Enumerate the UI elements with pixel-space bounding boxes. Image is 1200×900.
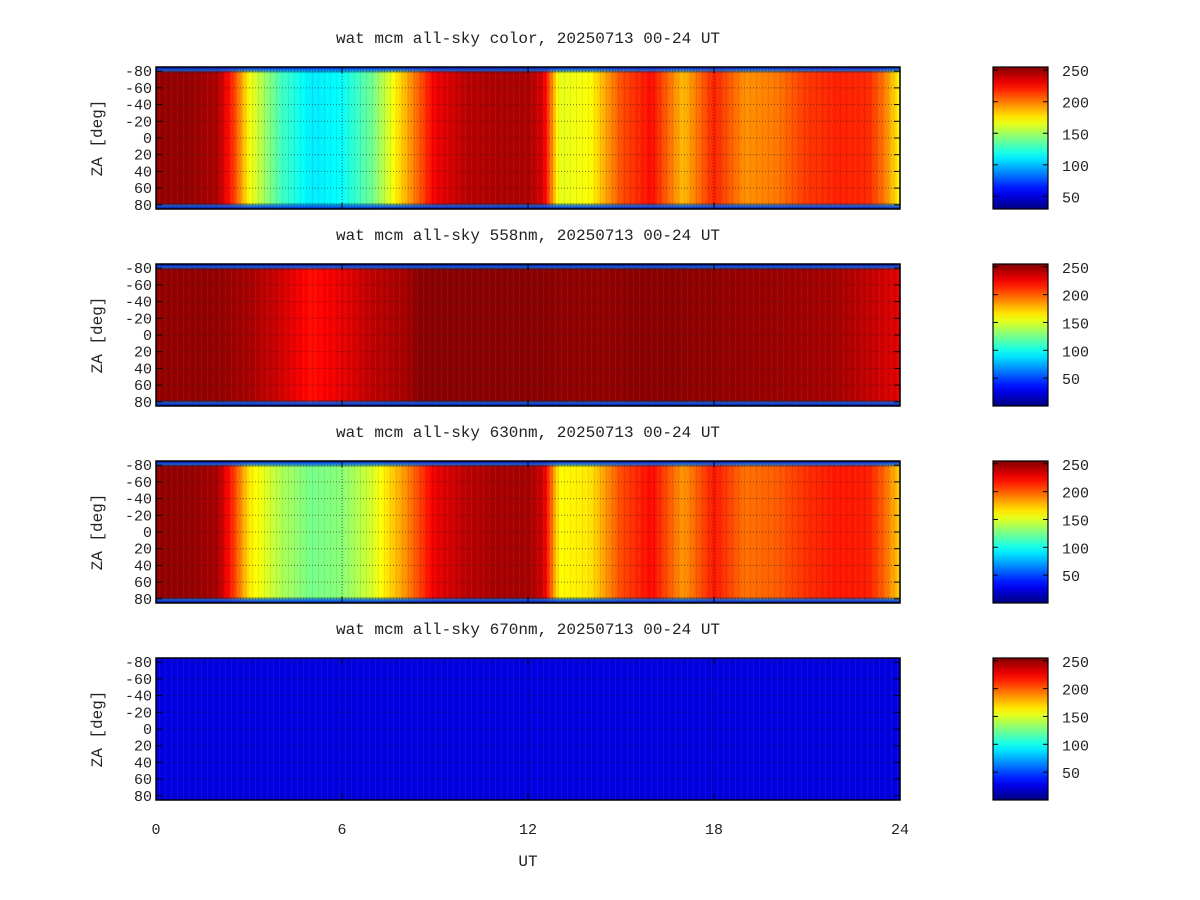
panel-title: wat mcm all-sky 558nm, 20250713 00-24 UT [336, 227, 720, 245]
y-tick-label: -60 [125, 278, 152, 295]
x-tick-label: 6 [337, 822, 346, 839]
colorbar-tick-label: 250 [1062, 458, 1089, 475]
y-tick-label: 20 [134, 542, 152, 559]
y-tick-label: 0 [143, 525, 152, 542]
panel-1: wat mcm all-sky color, 20250713 00-24 UT… [89, 30, 1089, 215]
y-tick-label: -20 [125, 705, 152, 722]
y-tick-label: -80 [125, 64, 152, 81]
panel-title: wat mcm all-sky color, 20250713 00-24 UT [336, 30, 720, 48]
x-axis-label: UT [518, 853, 537, 871]
y-tick-label: 60 [134, 772, 152, 789]
x-tick-label: 18 [705, 822, 723, 839]
panel-2: wat mcm all-sky 558nm, 20250713 00-24 UT… [89, 227, 1089, 412]
colorbar-tick-label: 200 [1062, 486, 1089, 503]
y-tick-label: 60 [134, 575, 152, 592]
y-tick-label: 40 [134, 755, 152, 772]
y-tick-label: -40 [125, 98, 152, 115]
y-tick-label: -40 [125, 295, 152, 312]
x-tick-label: 12 [519, 822, 537, 839]
y-tick-label: 80 [134, 789, 152, 806]
y-tick-label: 80 [134, 198, 152, 215]
colorbar-tick-label: 50 [1062, 569, 1080, 586]
panel-title: wat mcm all-sky 670nm, 20250713 00-24 UT [336, 621, 720, 639]
colorbar-tick-label: 50 [1062, 190, 1080, 207]
colorbar-scale [992, 657, 1049, 801]
y-tick-label: -20 [125, 508, 152, 525]
colorbar-tick-label: 250 [1062, 261, 1089, 278]
y-tick-label: 60 [134, 181, 152, 198]
panel-3: wat mcm all-sky 630nm, 20250713 00-24 UT… [89, 424, 1089, 609]
y-tick-label: -80 [125, 458, 152, 475]
y-tick-label: -80 [125, 261, 152, 278]
y-tick-label: 60 [134, 378, 152, 395]
colorbar-tick-label: 200 [1062, 683, 1089, 700]
colorbar-tick-label: 150 [1062, 710, 1089, 727]
colorbar-tick-label: 150 [1062, 513, 1089, 530]
colorbar-tick-label: 150 [1062, 127, 1089, 144]
y-tick-label: -20 [125, 311, 152, 328]
y-tick-label: 0 [143, 328, 152, 345]
colorbar-tick-label: 100 [1062, 344, 1089, 361]
x-tick-label: 0 [151, 822, 160, 839]
y-axis-label: ZA [deg] [89, 100, 107, 177]
colorbar: 50 100 150 200 250 [992, 458, 1089, 604]
panel-title: wat mcm all-sky 630nm, 20250713 00-24 UT [336, 424, 720, 442]
y-axis-label: ZA [deg] [89, 494, 107, 571]
colorbar-tick-label: 250 [1062, 655, 1089, 672]
colorbar-tick-label: 200 [1062, 96, 1089, 113]
y-tick-label: -40 [125, 492, 152, 509]
x-tick-label: 24 [891, 822, 909, 839]
y-tick-label: -80 [125, 655, 152, 672]
colorbar-scale [992, 460, 1049, 604]
colorbar-tick-label: 100 [1062, 159, 1089, 176]
y-tick-label: -60 [125, 475, 152, 492]
y-tick-label: 40 [134, 361, 152, 378]
y-tick-label: -20 [125, 114, 152, 131]
colorbar: 50 100 150 200 250 [992, 261, 1089, 407]
colorbar-tick-label: 50 [1062, 372, 1080, 389]
colorbar-tick-label: 200 [1062, 289, 1089, 306]
y-axis-label: ZA [deg] [89, 297, 107, 374]
colorbar-scale [992, 66, 1049, 210]
y-axis-label: ZA [deg] [89, 691, 107, 768]
y-tick-label: -40 [125, 689, 152, 706]
y-tick-label: -60 [125, 672, 152, 689]
colorbar-tick-label: 150 [1062, 316, 1089, 333]
y-tick-label: -60 [125, 81, 152, 98]
colorbar-tick-label: 250 [1062, 64, 1089, 81]
colorbar: 50 100 150 200 250 [992, 655, 1089, 801]
y-tick-label: 40 [134, 558, 152, 575]
panel-4: wat mcm all-sky 670nm, 20250713 00-24 UT… [89, 621, 1089, 871]
colorbar: 50 100 150 200 250 [992, 64, 1089, 210]
y-tick-label: 20 [134, 345, 152, 362]
y-tick-label: 80 [134, 395, 152, 412]
y-tick-label: 0 [143, 131, 152, 148]
y-tick-label: 20 [134, 739, 152, 756]
y-tick-label: 0 [143, 722, 152, 739]
y-tick-label: 20 [134, 148, 152, 165]
colorbar-tick-label: 100 [1062, 541, 1089, 558]
colorbar-tick-label: 50 [1062, 766, 1080, 783]
y-tick-label: 40 [134, 164, 152, 181]
colorbar-scale [992, 263, 1049, 407]
y-tick-label: 80 [134, 592, 152, 609]
colorbar-tick-label: 100 [1062, 738, 1089, 755]
